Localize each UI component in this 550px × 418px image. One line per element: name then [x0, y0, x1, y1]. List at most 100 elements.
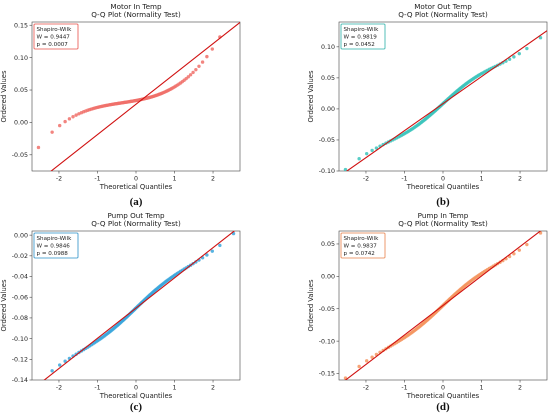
data-point: [525, 242, 529, 247]
stats-box: [340, 232, 386, 259]
data-point: [517, 51, 521, 56]
x-tick-label: 0: [441, 385, 445, 392]
x-tick-label: -1: [94, 176, 100, 183]
x-axis-label: Theoretical Quantiles: [99, 183, 173, 191]
stats-w: W = 0.9837: [344, 244, 378, 250]
chart-subtitle: Q-Q Plot (Normality Test): [398, 10, 488, 19]
data-point: [188, 73, 193, 77]
data-point: [36, 145, 41, 150]
reference-line: [344, 231, 542, 380]
y-tick-label: -0.08: [12, 315, 28, 322]
x-tick-label: 1: [173, 385, 177, 392]
data-point: [194, 67, 198, 72]
stats-box: [340, 23, 386, 50]
data-point: [374, 146, 379, 150]
reference-line: [50, 22, 240, 171]
data-point: [365, 359, 369, 363]
data-point: [67, 117, 72, 121]
x-tick-label: 2: [518, 176, 522, 183]
y-tick-label: -0.06: [12, 294, 28, 301]
y-tick-label: -0.14: [12, 377, 28, 384]
y-axis-label: Ordered Values: [307, 279, 315, 331]
y-tick-label: -0.10: [319, 338, 335, 345]
data-point: [512, 55, 516, 59]
stats-w: W = 0.9846: [37, 244, 71, 250]
x-tick-label: -2: [363, 385, 369, 392]
stats-box: [33, 232, 79, 259]
data-point: [507, 57, 512, 61]
stats-p: p = 0.0988: [37, 251, 69, 257]
data-point: [517, 248, 521, 252]
plot-area: [36, 9, 240, 171]
y-tick-label: 0.10: [321, 44, 335, 51]
x-axis-label: Theoretical Quantiles: [406, 183, 480, 191]
reference-line: [43, 231, 236, 380]
stats-p: p = 0.0742: [344, 251, 375, 257]
x-tick-label: 1: [480, 176, 484, 183]
data-point: [343, 167, 348, 171]
data-point: [370, 148, 374, 153]
x-tick-label: 0: [441, 176, 445, 183]
y-tick-label: -0.12: [12, 357, 28, 364]
panel-label: (a): [130, 196, 143, 208]
y-tick-label: 0.10: [14, 55, 28, 62]
data-point: [205, 253, 209, 257]
y-tick-label: 0.00: [14, 120, 28, 127]
stats-title: Shapiro-Wilk: [37, 236, 73, 242]
y-tick-label: 0.05: [321, 241, 335, 248]
data-point: [58, 363, 62, 367]
data-point: [74, 113, 78, 117]
y-tick-label: -0.05: [319, 137, 335, 144]
y-tick-label: -0.10: [319, 168, 335, 175]
y-axis-label: Ordered Values: [307, 70, 315, 122]
data-point: [525, 46, 529, 51]
panel-label: (b): [436, 196, 450, 208]
data-point: [37, 381, 40, 384]
stats-title: Shapiro-Wilk: [344, 27, 380, 33]
panel-label: (c): [130, 401, 143, 413]
stats-p: p = 0.0007: [37, 42, 69, 48]
chart-subtitle: Q-Q Plot (Normality Test): [91, 10, 181, 19]
data-point: [210, 249, 214, 253]
panel-label: (d): [436, 401, 450, 413]
x-tick-label: 2: [518, 385, 522, 392]
data-point: [58, 123, 62, 128]
x-tick-label: 2: [211, 176, 215, 183]
chart-title: Pump Out Temp: [107, 211, 165, 220]
plot-area: [343, 30, 547, 171]
y-tick-label: 0.00: [321, 106, 335, 113]
plot-area: [343, 231, 543, 380]
data-point: [186, 75, 190, 79]
stats-title: Shapiro-Wilk: [344, 236, 380, 242]
x-tick-label: 1: [173, 176, 177, 183]
x-axis-label: Theoretical Quantiles: [406, 392, 480, 400]
data-point: [63, 359, 67, 363]
x-tick-label: 1: [480, 385, 484, 392]
data-point: [191, 70, 195, 75]
y-tick-label: -0.05: [12, 152, 28, 159]
x-tick-label: -1: [401, 385, 407, 392]
stats-box: [33, 23, 79, 50]
data-point: [200, 60, 205, 64]
x-axis-label: Theoretical Quantiles: [99, 392, 173, 400]
data-point: [232, 9, 235, 12]
reference-line: [345, 30, 547, 171]
x-tick-label: 2: [211, 385, 215, 392]
chart-title: Pump In Temp: [418, 211, 469, 220]
y-axis-label: Ordered Values: [0, 70, 8, 122]
chart-title: Motor Out Temp: [414, 2, 472, 11]
data-point: [50, 369, 54, 373]
data-point: [357, 364, 361, 369]
data-point: [205, 54, 209, 59]
stats-p: p = 0.0452: [344, 42, 375, 48]
y-tick-label: 0.05: [14, 87, 28, 94]
stats-title: Shapiro-Wilk: [37, 27, 73, 33]
data-point: [50, 130, 54, 134]
data-point: [357, 157, 361, 161]
y-tick-label: 0.05: [321, 75, 335, 82]
data-point: [210, 47, 214, 51]
